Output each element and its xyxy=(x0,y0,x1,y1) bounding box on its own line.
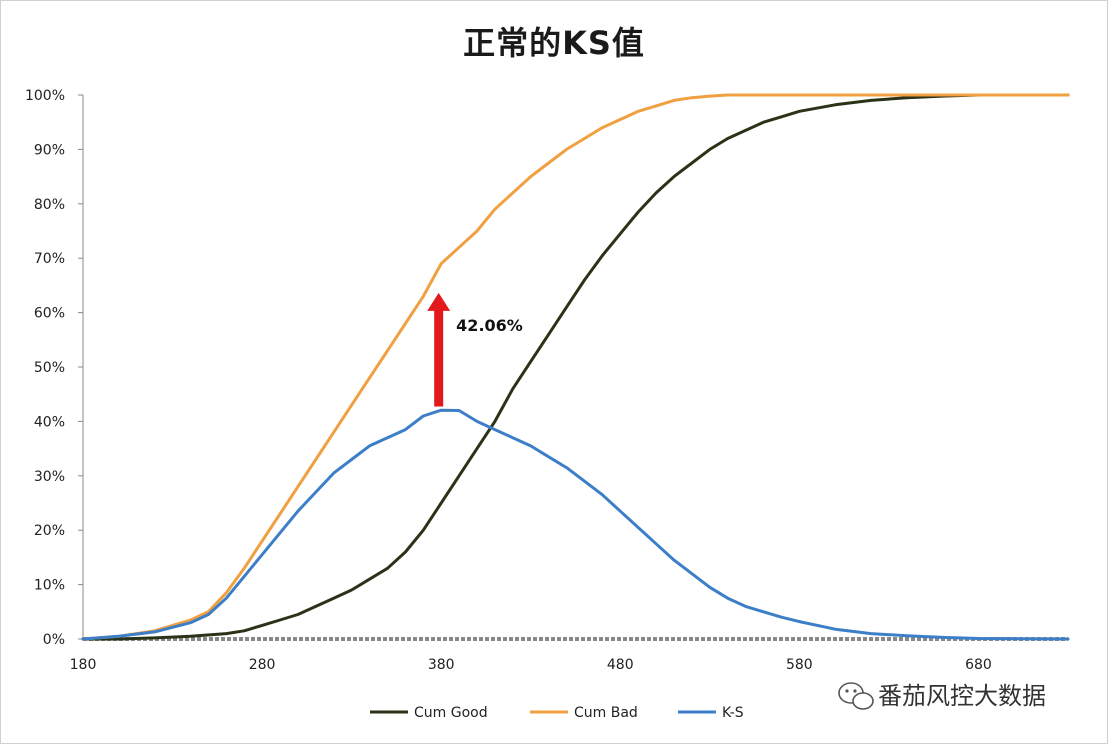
x-tick-label: 380 xyxy=(428,657,455,673)
ks-annotation: 42.06% xyxy=(427,292,523,407)
legend-item: Cum Bad xyxy=(530,705,638,721)
y-tick-label: 20% xyxy=(34,523,65,539)
y-tick-label: 30% xyxy=(34,469,65,485)
y-tick-label: 90% xyxy=(34,142,65,158)
y-tick-label: 40% xyxy=(34,414,65,430)
x-tick-label: 180 xyxy=(70,657,97,673)
legend-label: Cum Bad xyxy=(574,705,638,721)
y-tick-label: 50% xyxy=(34,360,65,376)
x-tick-label: 680 xyxy=(965,657,992,673)
ks-value-label: 42.06% xyxy=(456,316,523,335)
y-tick-label: 70% xyxy=(34,251,65,267)
series-line-cum-good xyxy=(81,93,1070,641)
watermark: 番茄风控大数据 xyxy=(838,682,1046,710)
y-tick-label: 80% xyxy=(34,197,65,213)
x-tick-label: 280 xyxy=(249,657,276,673)
y-tick-label: 10% xyxy=(34,578,65,594)
ks-arrow xyxy=(427,292,451,407)
x-tick-label: 480 xyxy=(607,657,634,673)
y-tick-label: 0% xyxy=(43,632,65,648)
chart-title: 正常的KS值 xyxy=(463,24,645,62)
series-line-cum-bad xyxy=(81,93,1070,641)
legend-item: K-S xyxy=(678,705,744,721)
ks-arrow-head xyxy=(427,292,451,311)
ks-arrow-shaft xyxy=(434,308,444,407)
watermark-text: 番茄风控大数据 xyxy=(878,682,1046,710)
legend-label: Cum Good xyxy=(414,705,488,721)
wechat-icon xyxy=(838,682,874,710)
series-line-k-s xyxy=(81,408,1070,641)
y-axis: 0% 10% 20% 30% 40% 50% 60% 70% 80% 90% 100% xyxy=(25,88,84,648)
y-tick-label: 60% xyxy=(34,306,65,322)
legend-label: K-S xyxy=(722,705,744,721)
series-lines xyxy=(81,93,1070,641)
x-tick-label: 580 xyxy=(786,657,813,673)
x-axis: 180 280 380 480 580 680 xyxy=(70,637,1068,673)
legend: Cum Good Cum Bad K-S xyxy=(370,705,744,721)
y-tick-label: 100% xyxy=(25,88,65,104)
legend-item: Cum Good xyxy=(370,705,488,721)
